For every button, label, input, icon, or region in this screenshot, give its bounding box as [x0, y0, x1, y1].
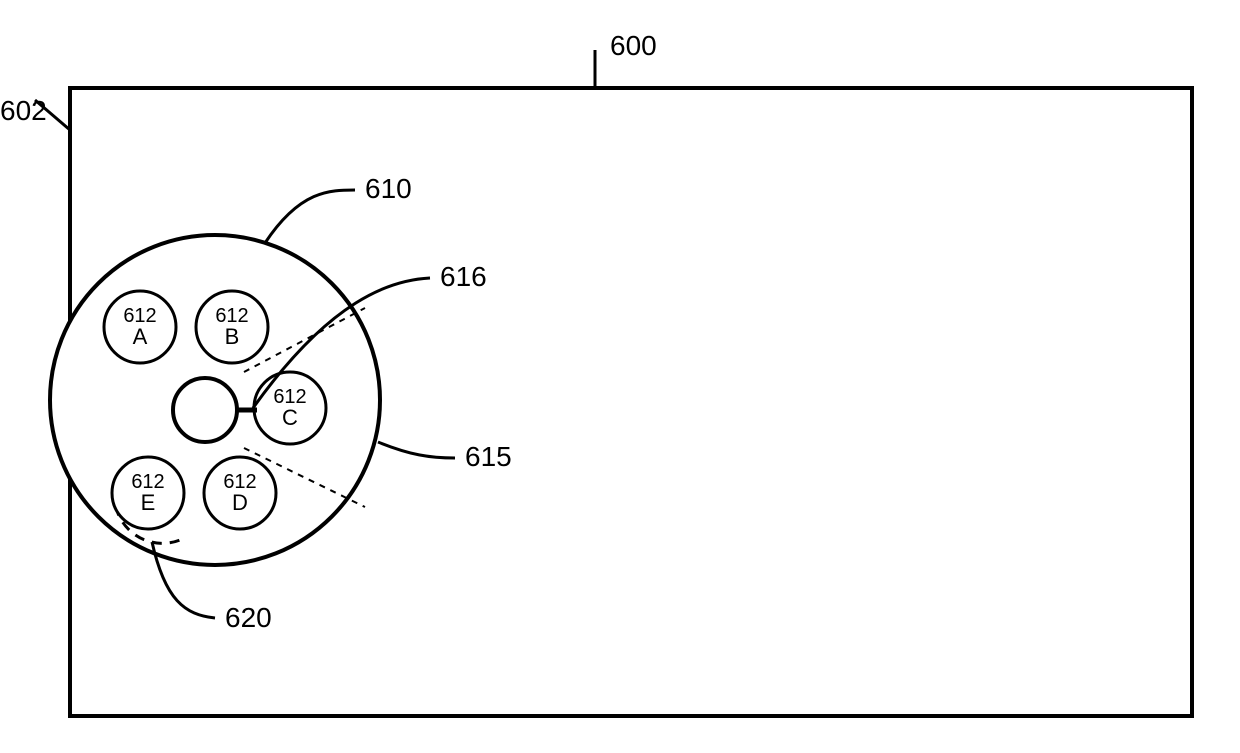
hole-A: 612 A	[104, 291, 176, 363]
ref-615: 615	[465, 441, 512, 472]
ref-602: 602	[0, 95, 47, 126]
svg-text:D: D	[232, 490, 248, 515]
svg-text:C: C	[282, 405, 298, 430]
svg-text:E: E	[141, 490, 156, 515]
ref-610: 610	[365, 173, 412, 204]
hole-C: 612 C	[254, 372, 326, 444]
ref-616: 616	[440, 261, 487, 292]
ref-620: 620	[225, 602, 272, 633]
ref-600: 600	[610, 30, 657, 61]
hole-E: 612 E	[112, 457, 184, 529]
leader-615	[378, 442, 455, 458]
center-circle	[173, 378, 237, 442]
diagram-canvas: 600 602 612 A 612 B 612 C 612 D 612 E 61…	[0, 0, 1240, 753]
hole-B: 612 B	[196, 291, 268, 363]
svg-text:B: B	[225, 324, 240, 349]
svg-text:A: A	[133, 324, 148, 349]
hole-D: 612 D	[204, 457, 276, 529]
leader-610	[265, 190, 355, 243]
